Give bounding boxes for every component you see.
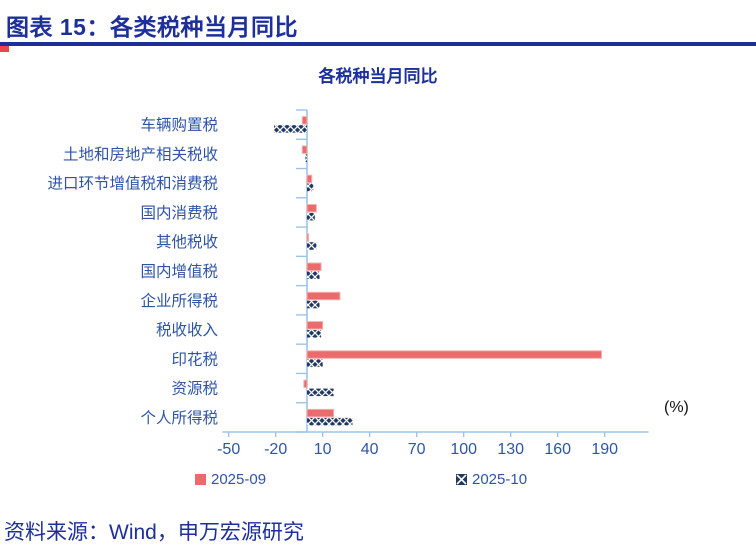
- chart-title: 各税种当月同比: [318, 67, 438, 86]
- value-axis-tick-label: 70: [408, 441, 426, 458]
- category-label: 个人所得税: [140, 409, 218, 427]
- value-axis-tick-label: 190: [591, 441, 618, 458]
- category-label: 土地和房地产相关税收: [63, 145, 218, 163]
- bar-2025-09: [306, 262, 322, 271]
- legend-label: 2025-10: [472, 471, 528, 488]
- bar-2025-10: [305, 154, 307, 162]
- bar-2025-09: [303, 379, 308, 389]
- value-axis-tick-label: 100: [450, 441, 477, 458]
- bar-2025-10: [307, 300, 320, 309]
- value-axis-tick-label: 160: [544, 441, 571, 458]
- bar-2025-09: [306, 408, 335, 418]
- bar-2025-09: [301, 116, 308, 125]
- chart-legend: 2025-09 2025-10: [0, 471, 756, 493]
- bar-2025-09: [306, 203, 317, 213]
- bar-2025-10: [307, 330, 322, 338]
- category-label: 税收收入: [156, 321, 218, 339]
- chart-svg: 车辆购置税土地和房地产相关税收进口环节增值税和消费税国内消费税其他税收国内增值税…: [47, 109, 649, 458]
- header-rule: [0, 42, 756, 46]
- category-label: 国内消费税: [140, 204, 218, 222]
- value-axis-tick-label: -50: [217, 441, 240, 458]
- bar-2025-10: [307, 388, 334, 397]
- bar-2025-10: [307, 242, 317, 250]
- category-label: 进口环节增值税和消费税: [47, 175, 218, 193]
- bar-2025-09: [306, 233, 310, 242]
- bar-2025-10: [274, 125, 307, 133]
- bar-2025-09: [306, 321, 324, 330]
- value-axis-tick-label: -20: [264, 441, 287, 458]
- category-label: 车辆购置税: [140, 116, 218, 134]
- bar-2025-09: [301, 145, 308, 154]
- value-axis-tick-label: 130: [497, 441, 524, 458]
- category-label: 印花税: [171, 350, 218, 368]
- chart-plot: 车辆购置税土地和房地产相关税收进口环节增值税和消费税国内消费税其他税收国内增值税…: [47, 109, 649, 458]
- legend-item-2025-09: 2025-09: [195, 471, 266, 488]
- legend-label: 2025-09: [211, 471, 267, 488]
- bar-2025-10: [307, 212, 315, 221]
- value-axis-tick-label: 40: [361, 441, 379, 458]
- source-note: 资料来源：Wind，申万宏源研究: [4, 521, 304, 544]
- navy-x-pattern-swatch-icon: [456, 474, 467, 485]
- value-axis-tick-label: 10: [314, 441, 332, 458]
- category-label: 其他税收: [156, 233, 218, 251]
- category-label: 资源税: [171, 380, 218, 398]
- bar-2025-10: [307, 271, 320, 279]
- category-label: 国内增值税: [140, 263, 218, 281]
- red-bar-swatch-icon: [195, 474, 206, 485]
- bar-2025-09: [306, 174, 313, 184]
- bar-2025-10: [307, 417, 353, 426]
- header-rule-red-accent: [0, 46, 9, 52]
- figure-caption: 图表 15：各类税种当月同比: [6, 14, 298, 40]
- bar-2025-10: [307, 183, 314, 192]
- category-label: 企业所得税: [140, 292, 218, 310]
- bar-2025-09: [306, 350, 603, 359]
- bar-2025-10: [307, 359, 323, 367]
- legend-item-2025-10: 2025-10: [456, 471, 527, 488]
- bar-2025-09: [306, 291, 341, 301]
- axis-unit-label: (%): [664, 399, 689, 416]
